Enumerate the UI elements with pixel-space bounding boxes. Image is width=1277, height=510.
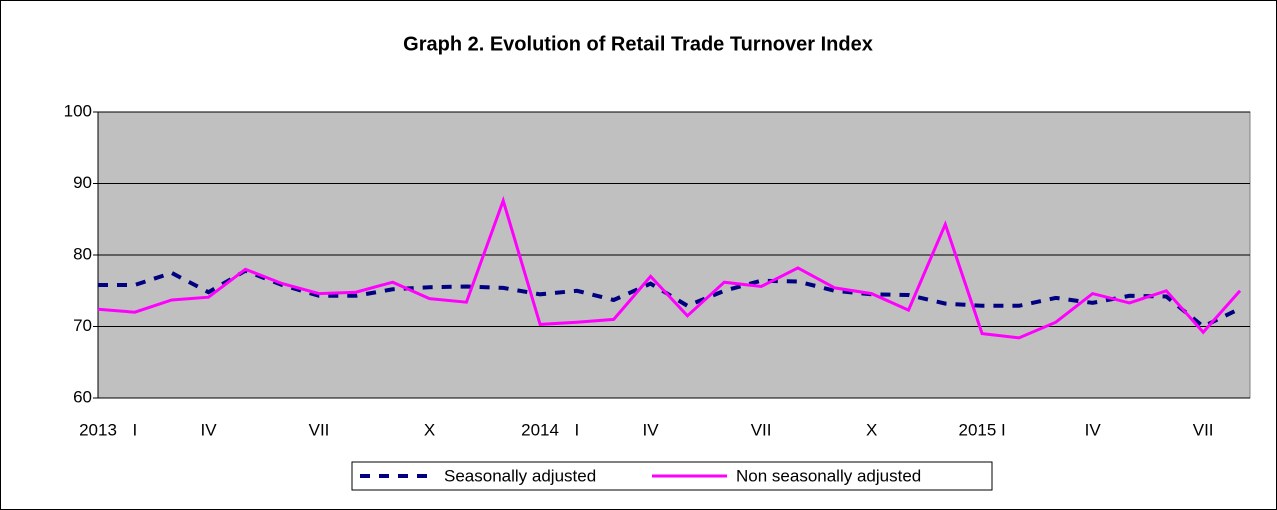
x-tick-label: X xyxy=(866,420,877,439)
series-line xyxy=(97,195,1242,340)
x-tick-label: 2015 I xyxy=(958,420,1005,439)
chart-title: Graph 2. Evolution of Retail Trade Turno… xyxy=(403,33,873,55)
y-tick-label: 80 xyxy=(73,244,92,263)
legend-label: Non seasonally adjusted xyxy=(736,466,921,485)
x-tick-label: IV xyxy=(200,420,217,439)
y-tick-label: 70 xyxy=(73,316,92,335)
y-tick-label: 90 xyxy=(73,173,92,192)
x-tick-label: IV xyxy=(1085,420,1102,439)
y-tick-label: 100 xyxy=(64,101,92,120)
x-tick-label: IV xyxy=(643,420,660,439)
x-tick-label: VII xyxy=(751,420,772,439)
x-tick-label: VII xyxy=(309,420,330,439)
x-tick-label: VII xyxy=(1193,420,1214,439)
x-tick-label: I xyxy=(132,420,137,439)
x-tick-label: 2014 xyxy=(521,420,559,439)
legend-label: Seasonally adjusted xyxy=(444,466,596,485)
x-tick-label: X xyxy=(424,420,435,439)
y-tick-label: 60 xyxy=(73,387,92,406)
x-tick-label: I xyxy=(575,420,580,439)
x-tick-label: 2013 xyxy=(79,420,117,439)
